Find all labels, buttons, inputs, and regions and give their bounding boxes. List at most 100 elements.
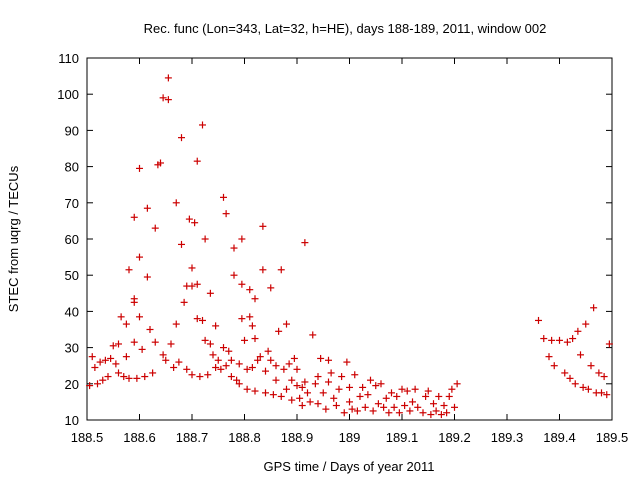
data-point <box>301 239 309 247</box>
data-point <box>175 358 183 366</box>
data-point <box>256 353 264 361</box>
data-point <box>230 271 238 279</box>
data-point <box>579 383 587 391</box>
data-point <box>550 362 558 370</box>
data-point <box>178 134 185 142</box>
data-point <box>314 373 322 381</box>
y-tick-label: 90 <box>65 123 79 138</box>
data-point <box>382 394 390 402</box>
data-point <box>561 369 569 377</box>
data-point <box>122 353 130 361</box>
data-point <box>424 387 432 395</box>
data-point <box>188 282 196 290</box>
data-point <box>443 409 451 417</box>
data-point <box>600 373 608 381</box>
y-axis-label: STEC from uqrg / TECUs <box>6 165 21 312</box>
data-point <box>283 385 290 393</box>
data-point <box>159 94 167 102</box>
plot-frame <box>86 57 613 421</box>
data-point <box>212 322 220 330</box>
data-point <box>243 365 251 373</box>
data-point <box>577 351 584 359</box>
data-point <box>385 409 393 417</box>
data-point <box>409 398 416 406</box>
data-point <box>164 74 172 82</box>
data-point <box>545 353 553 361</box>
data-point <box>251 387 259 395</box>
y-tick-label: 20 <box>65 377 79 392</box>
data-point <box>101 356 109 364</box>
data-point <box>403 387 411 395</box>
x-axis: 188.5 188.6 188.7 188.8 188.9 189 189.1 189.2 18… <box>71 58 628 445</box>
data-point <box>556 336 563 344</box>
data-point <box>584 385 592 393</box>
data-point <box>374 400 382 408</box>
data-point <box>325 378 332 386</box>
data-point <box>262 389 269 397</box>
data-point <box>327 369 335 377</box>
data-point <box>432 407 440 415</box>
data-point <box>185 215 193 223</box>
data-point <box>319 389 327 397</box>
data-point <box>298 383 306 391</box>
data-point <box>566 374 574 382</box>
x-tick-label: 189.4 <box>543 430 576 445</box>
data-point <box>143 273 151 281</box>
data-point <box>346 383 353 391</box>
data-point <box>351 371 359 379</box>
data-point <box>267 356 275 364</box>
data-point <box>290 354 298 362</box>
data-point <box>361 403 369 411</box>
y-tick-label: 100 <box>57 87 79 102</box>
data-point <box>188 371 196 379</box>
data-point <box>275 327 283 335</box>
y-tick-label: 80 <box>65 160 79 175</box>
data-point <box>590 304 598 312</box>
data-point <box>330 394 338 402</box>
data-point <box>188 264 196 272</box>
data-point <box>398 385 406 393</box>
data-point <box>419 409 427 417</box>
data-point <box>136 164 143 172</box>
data-point <box>346 398 353 406</box>
data-point <box>582 320 590 328</box>
data-point <box>220 344 227 352</box>
x-tick-label: 188.7 <box>176 430 209 445</box>
y-tick-label: 30 <box>65 341 79 356</box>
data-point <box>535 316 542 324</box>
data-point <box>159 351 167 359</box>
data-point <box>157 159 164 167</box>
data-point <box>136 253 143 261</box>
data-point <box>343 358 351 366</box>
data-point <box>304 389 311 397</box>
data-point <box>151 338 159 346</box>
data-point <box>605 340 613 348</box>
data-point <box>569 335 577 343</box>
data-point <box>230 244 238 252</box>
data-point <box>222 362 230 370</box>
y-axis: 10 20 30 40 50 60 70 80 90 100 110 <box>57 51 612 428</box>
y-tick-label: 110 <box>58 51 79 66</box>
x-tick-label: 189.3 <box>491 430 524 445</box>
data-point <box>251 295 259 303</box>
data-point <box>246 313 254 321</box>
data-point <box>406 407 414 415</box>
data-point <box>277 266 285 274</box>
data-point <box>115 340 122 348</box>
data-point <box>595 369 603 377</box>
data-point <box>280 365 288 373</box>
data-point <box>367 376 374 384</box>
data-point <box>91 364 99 372</box>
data-point <box>388 389 395 397</box>
data-point <box>112 360 120 368</box>
data-point <box>453 380 461 388</box>
data-point <box>201 235 209 243</box>
data-point <box>191 219 199 227</box>
data-point <box>217 365 225 373</box>
data-point <box>238 235 246 243</box>
data-point <box>248 322 256 330</box>
data-point <box>395 409 403 417</box>
x-tick-label: 188.9 <box>281 430 314 445</box>
